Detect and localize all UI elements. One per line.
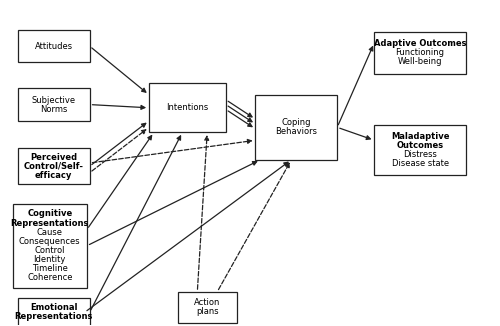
Text: Perceived: Perceived bbox=[30, 153, 78, 162]
Text: Intentions: Intentions bbox=[166, 103, 208, 112]
Text: Functioning: Functioning bbox=[396, 48, 444, 57]
FancyBboxPatch shape bbox=[256, 95, 337, 160]
Text: Cause: Cause bbox=[37, 228, 63, 237]
Text: Consequences: Consequences bbox=[19, 237, 80, 246]
Text: Behaviors: Behaviors bbox=[276, 127, 318, 136]
Text: Maladaptive: Maladaptive bbox=[391, 132, 450, 141]
Text: Coherence: Coherence bbox=[27, 273, 72, 282]
FancyBboxPatch shape bbox=[374, 32, 466, 74]
FancyBboxPatch shape bbox=[374, 125, 466, 175]
Text: Distress: Distress bbox=[403, 150, 437, 159]
FancyBboxPatch shape bbox=[18, 298, 90, 326]
Text: Subjective: Subjective bbox=[32, 96, 76, 105]
FancyBboxPatch shape bbox=[12, 203, 87, 288]
Text: efficacy: efficacy bbox=[35, 171, 72, 180]
FancyBboxPatch shape bbox=[149, 83, 226, 132]
Text: Control: Control bbox=[34, 246, 65, 255]
Text: Action: Action bbox=[194, 298, 220, 307]
Text: Representations: Representations bbox=[14, 312, 93, 321]
Text: Adaptive Outcomes: Adaptive Outcomes bbox=[374, 39, 466, 48]
Text: Outcomes: Outcomes bbox=[396, 141, 444, 150]
Text: Identity: Identity bbox=[34, 255, 66, 264]
Text: Emotional: Emotional bbox=[30, 303, 78, 312]
FancyBboxPatch shape bbox=[178, 292, 237, 323]
FancyBboxPatch shape bbox=[18, 30, 90, 62]
Text: Attitudes: Attitudes bbox=[34, 42, 73, 51]
FancyBboxPatch shape bbox=[18, 148, 90, 184]
Text: Timeline: Timeline bbox=[32, 264, 68, 273]
Text: Cognitive: Cognitive bbox=[27, 210, 72, 218]
Text: Coping: Coping bbox=[282, 118, 311, 127]
FancyBboxPatch shape bbox=[18, 88, 90, 121]
Text: Control/Self-: Control/Self- bbox=[24, 162, 84, 171]
Text: Representations: Representations bbox=[10, 218, 89, 228]
Text: Disease state: Disease state bbox=[392, 159, 448, 168]
Text: plans: plans bbox=[196, 307, 218, 317]
Text: Norms: Norms bbox=[40, 105, 68, 114]
Text: Well-being: Well-being bbox=[398, 57, 442, 66]
